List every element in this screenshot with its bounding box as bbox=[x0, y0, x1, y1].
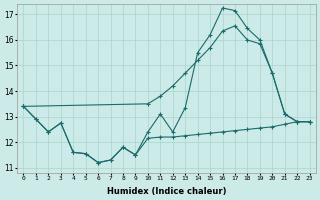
X-axis label: Humidex (Indice chaleur): Humidex (Indice chaleur) bbox=[107, 187, 226, 196]
